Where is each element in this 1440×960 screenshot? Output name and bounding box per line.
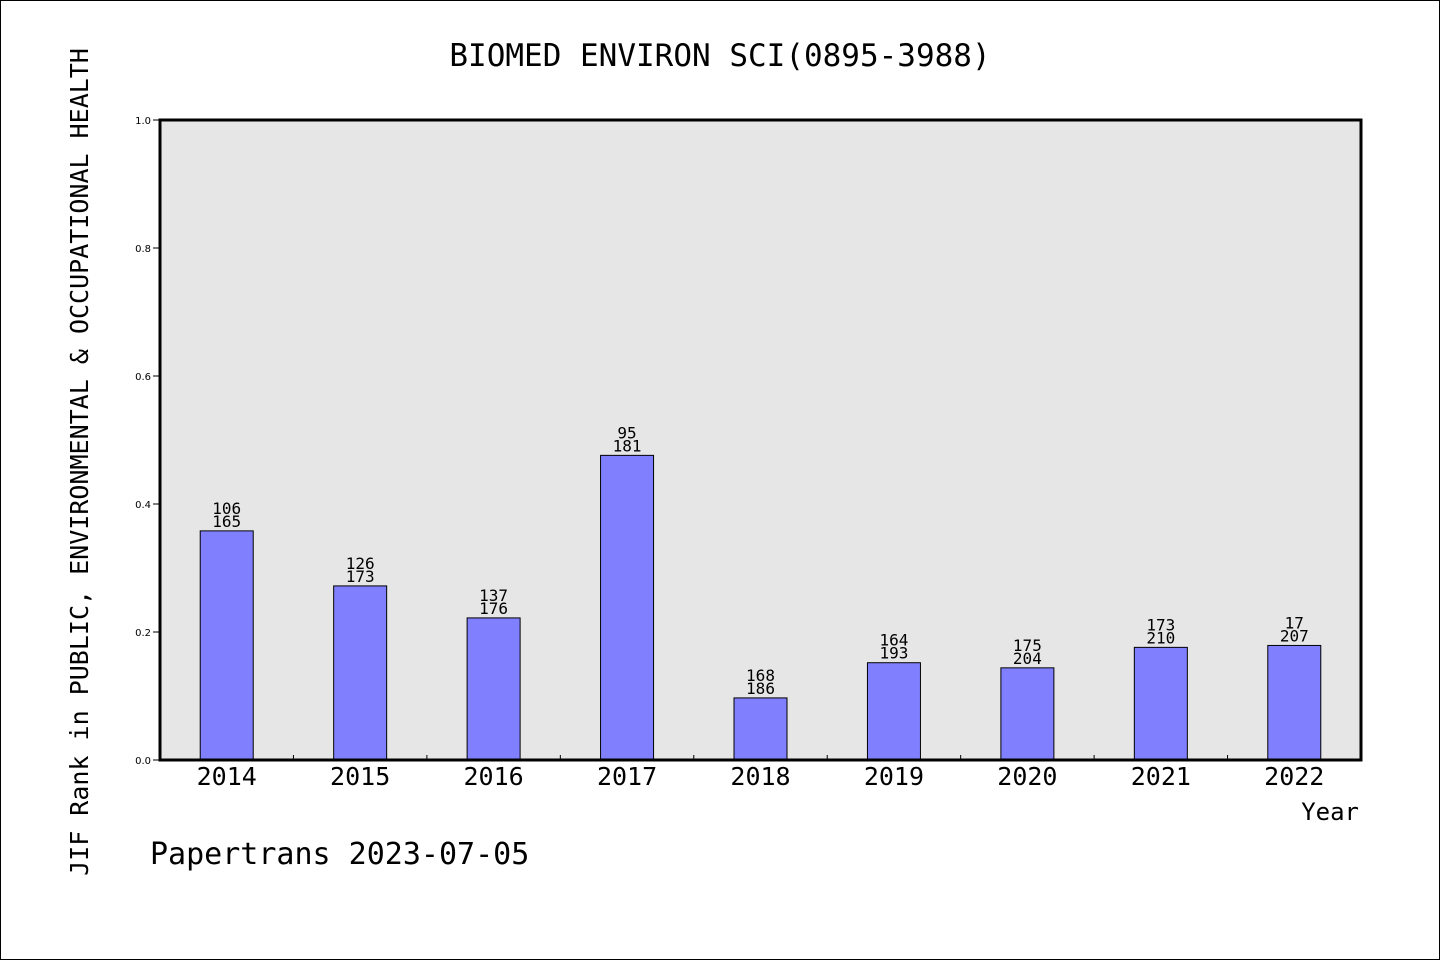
chart-title: BIOMED ENVIRON SCI(0895-3988) [449, 38, 990, 74]
bar-2022 [1267, 644, 1322, 761]
y-tick-label: 0.6 [135, 372, 151, 383]
y-tick-label: 0.4 [135, 500, 151, 511]
x-tick-label: 2015 [330, 762, 390, 791]
y-axis-ticks: 0.0 0.2 0.4 0.6 0.8 1.0 [135, 116, 160, 767]
x-tick-label: 2016 [464, 762, 524, 791]
bar-2020 [1000, 667, 1055, 761]
x-tick-label: 2014 [197, 762, 257, 791]
plot-border [158, 118, 1363, 762]
bar-rank-label: 137 [479, 586, 508, 605]
y-tick-label: 0.0 [135, 756, 151, 767]
bar-total-label: 204 [1013, 649, 1042, 668]
bar-rank-label: 164 [879, 631, 908, 650]
bar-rank-label: 106 [212, 499, 241, 518]
bar-series [199, 454, 1322, 761]
bar-2017 [600, 454, 655, 761]
bar-rank-label: 126 [346, 554, 375, 573]
x-tick-label: 2019 [864, 762, 924, 791]
bar-total-label: 181 [613, 436, 642, 455]
bar-total-label: 173 [346, 567, 375, 586]
y-tick-label: 1.0 [135, 116, 151, 127]
bar-rank-label: 95 [617, 423, 636, 442]
bar-2016 [466, 617, 521, 761]
bar-total-label: 176 [479, 599, 508, 618]
bar-2014 [199, 530, 254, 761]
bar-2021 [1133, 646, 1188, 761]
y-tick-label: 0.2 [135, 628, 151, 639]
bar-total-label: 207 [1280, 626, 1309, 645]
y-tick-label: 0.8 [135, 244, 151, 255]
bar-2019 [866, 662, 921, 761]
bar-total-label: 210 [1146, 628, 1175, 647]
x-tick-label: 2018 [730, 762, 790, 791]
bar-rank-label: 175 [1013, 636, 1042, 655]
y-axis-label: JIF Rank in PUBLIC, ENVIRONMENTAL & OCCU… [65, 48, 94, 876]
footer-credit: Papertrans 2023-07-05 [150, 837, 529, 872]
x-tick-label: 2020 [997, 762, 1057, 791]
bar-rank-label: 17 [1285, 613, 1304, 632]
bar-2015 [333, 585, 388, 761]
bar-rank-label: 168 [746, 666, 775, 685]
x-axis-label: Year [1301, 798, 1359, 826]
bar-total-label: 186 [746, 679, 775, 698]
bar-total-label: 165 [212, 512, 241, 531]
bar-total-label: 193 [879, 644, 908, 663]
bar-rank-label: 173 [1146, 615, 1175, 634]
bar-2018 [733, 697, 788, 761]
x-tick-label: 2022 [1264, 762, 1324, 791]
x-tick-label: 2017 [597, 762, 657, 791]
x-tick-label: 2021 [1131, 762, 1191, 791]
x-axis-ticks: 2014 2015 2016 2017 2018 2019 2020 2021 2022 [197, 755, 1324, 791]
